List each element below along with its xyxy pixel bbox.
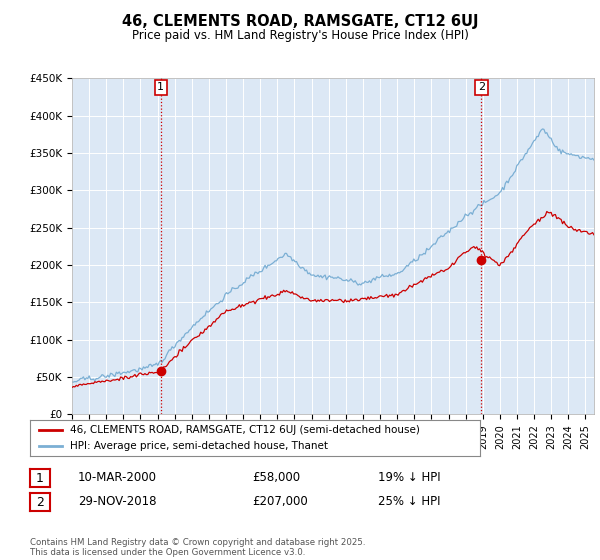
Text: 10-MAR-2000: 10-MAR-2000 [78, 470, 157, 484]
Text: 1: 1 [36, 472, 44, 485]
Text: £58,000: £58,000 [252, 470, 300, 484]
Text: 2: 2 [36, 496, 44, 509]
Text: Price paid vs. HM Land Registry's House Price Index (HPI): Price paid vs. HM Land Registry's House … [131, 29, 469, 42]
Text: 2: 2 [478, 82, 485, 92]
Text: 19% ↓ HPI: 19% ↓ HPI [378, 470, 440, 484]
Text: HPI: Average price, semi-detached house, Thanet: HPI: Average price, semi-detached house,… [71, 441, 329, 451]
Text: £207,000: £207,000 [252, 494, 308, 508]
Text: 1: 1 [157, 82, 164, 92]
Text: 46, CLEMENTS ROAD, RAMSGATE, CT12 6UJ (semi-detached house): 46, CLEMENTS ROAD, RAMSGATE, CT12 6UJ (s… [71, 425, 421, 435]
Text: 29-NOV-2018: 29-NOV-2018 [78, 494, 157, 508]
Text: 25% ↓ HPI: 25% ↓ HPI [378, 494, 440, 508]
Text: Contains HM Land Registry data © Crown copyright and database right 2025.
This d: Contains HM Land Registry data © Crown c… [30, 538, 365, 557]
Text: 46, CLEMENTS ROAD, RAMSGATE, CT12 6UJ: 46, CLEMENTS ROAD, RAMSGATE, CT12 6UJ [122, 14, 478, 29]
